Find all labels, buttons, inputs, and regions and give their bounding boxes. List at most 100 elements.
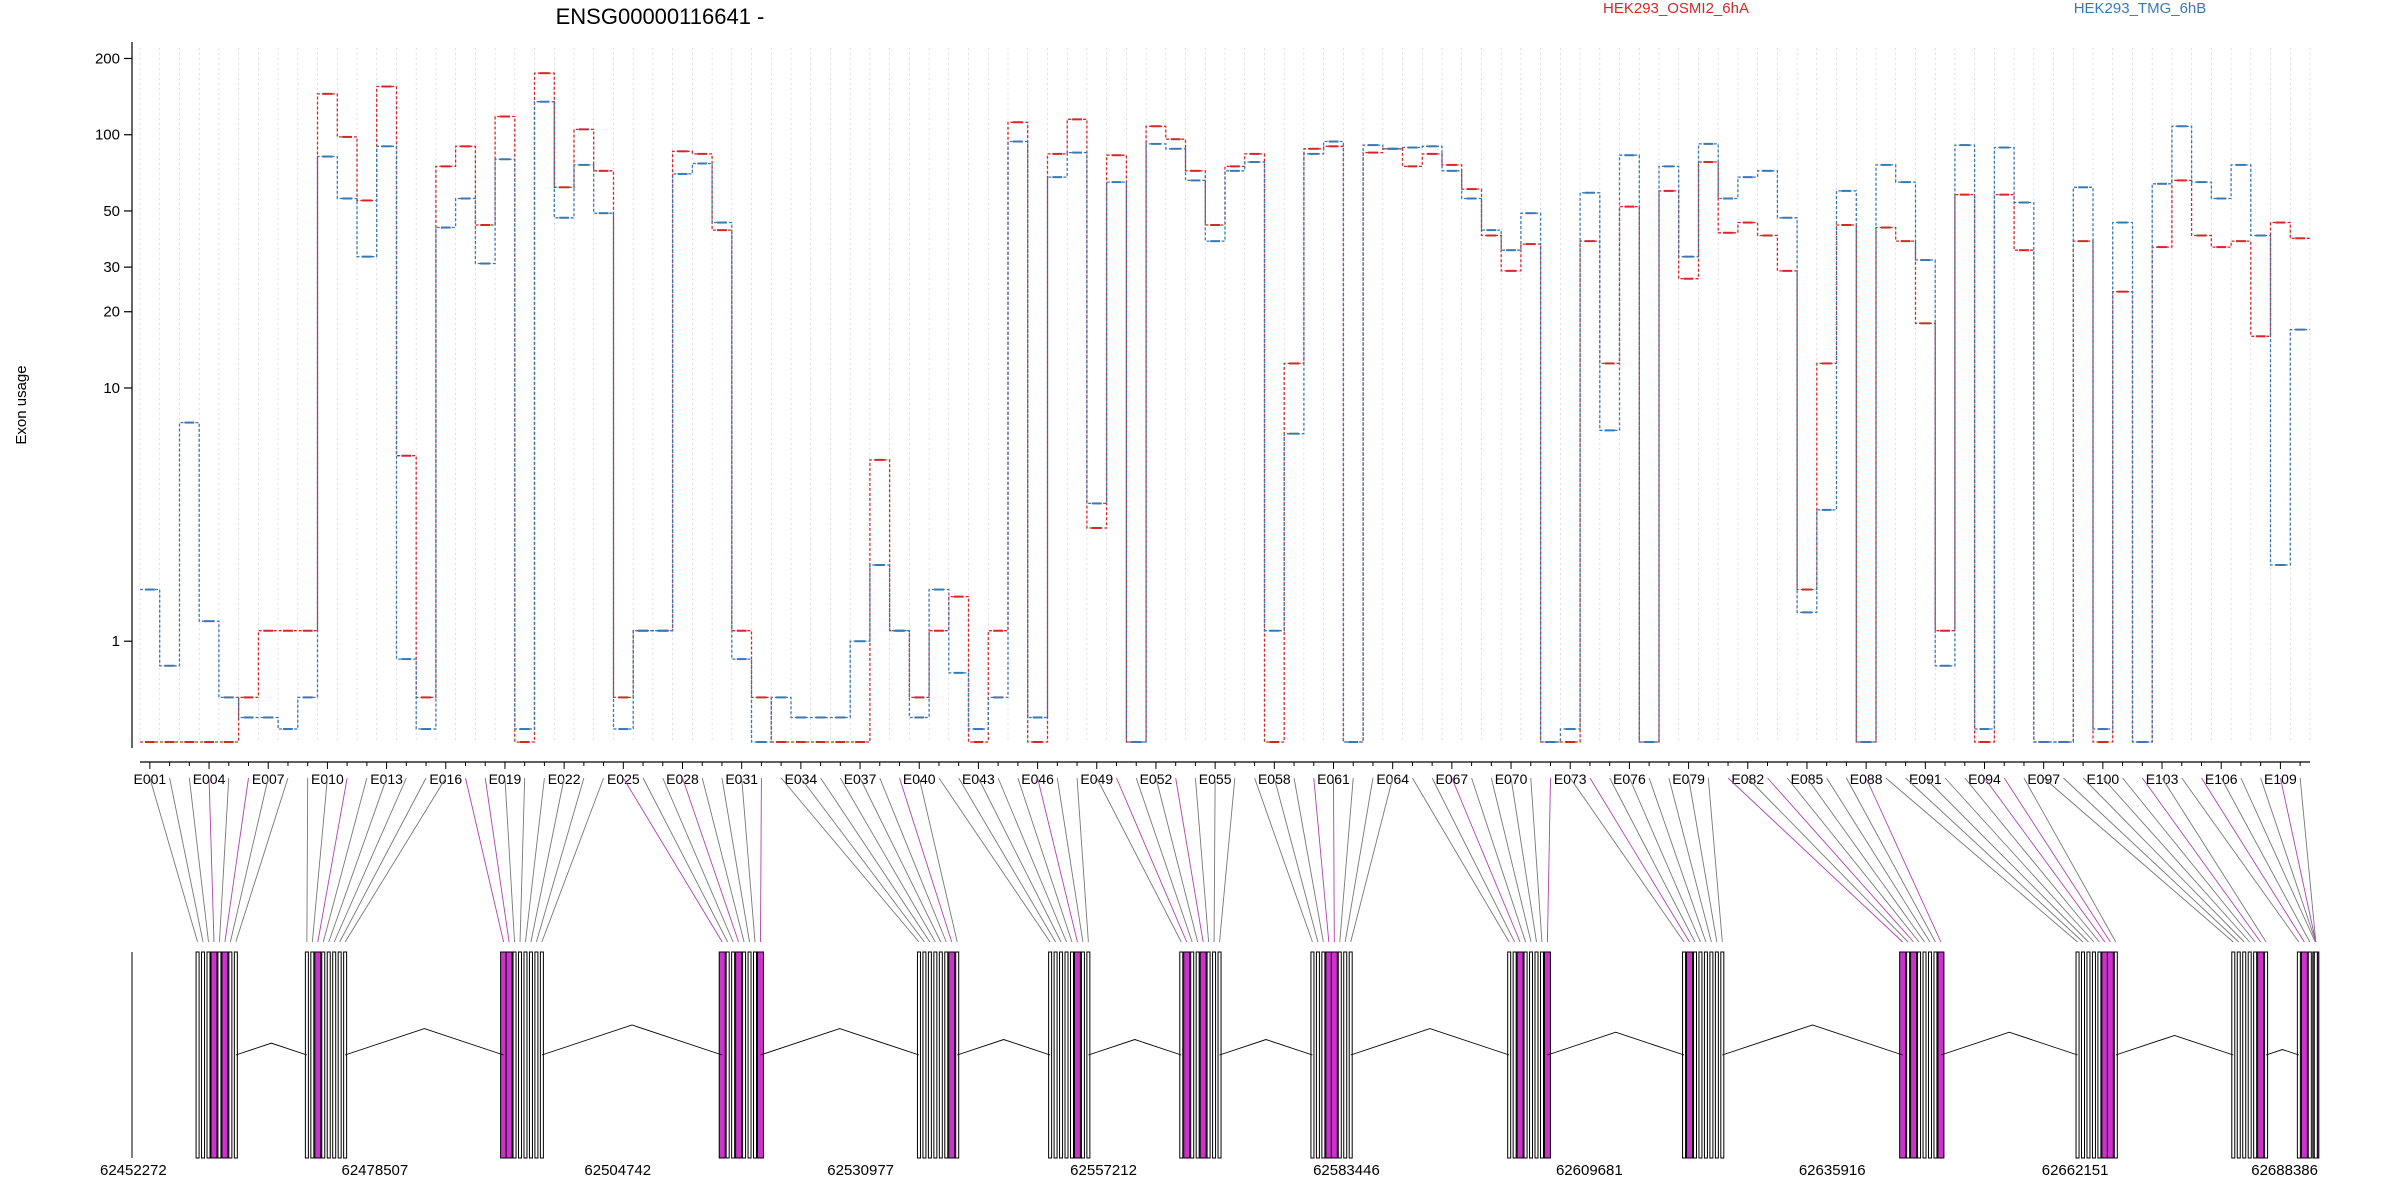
- exon-block: [2300, 951, 2308, 1159]
- exon-connector: [218, 777, 230, 943]
- exon-connector: [1648, 777, 1707, 943]
- exon-block: [2097, 951, 2102, 1159]
- exon-block: [2086, 951, 2091, 1159]
- exon-connector: [1313, 777, 1330, 943]
- exon-connector: [465, 777, 505, 943]
- x-tick-label: E034: [785, 771, 818, 787]
- exon-connector: [2299, 777, 2317, 943]
- exon-block: [1703, 951, 1708, 1159]
- exon-connector: [1116, 777, 1188, 943]
- exon-connector: [328, 777, 388, 943]
- exon-block: [1195, 951, 1200, 1159]
- exon-block: [1321, 951, 1326, 1159]
- exon-block: [948, 951, 956, 1159]
- exon-connector: [1155, 777, 1199, 943]
- exon-block: [332, 951, 337, 1159]
- exon-connector: [1490, 777, 1532, 943]
- exon-connector: [1333, 777, 1335, 943]
- exon-block: [1714, 951, 1719, 1159]
- x-tick-label: E082: [1731, 771, 1764, 787]
- exon-connector: [2279, 777, 2317, 943]
- y-tick-label: 10: [103, 380, 120, 397]
- exon-connector: [1530, 777, 1543, 943]
- x-tick-label: E085: [1791, 771, 1824, 787]
- exon-block: [1523, 951, 1528, 1159]
- exon-connector: [1293, 777, 1324, 943]
- exon-connector: [541, 777, 605, 943]
- exon-block: [1343, 951, 1348, 1159]
- exon-connector: [1017, 777, 1073, 943]
- exon-block: [1692, 951, 1697, 1159]
- exon-block: [228, 951, 233, 1159]
- exon-connector: [2023, 777, 2117, 943]
- exon-connector: [1219, 777, 1236, 943]
- exon-connector: [2122, 777, 2256, 943]
- genomic-coordinate-label: 62504742: [584, 1162, 651, 1179]
- exon-connector: [484, 777, 510, 943]
- intron-line: [1547, 1031, 1685, 1056]
- exon-connector: [2260, 777, 2317, 943]
- exon-connector: [1609, 777, 1696, 943]
- exon-block: [927, 951, 932, 1159]
- exon-connector: [760, 777, 762, 943]
- exon-connector: [1056, 777, 1084, 943]
- exon-block: [321, 951, 326, 1159]
- exon-connector: [800, 777, 925, 943]
- exon-connector: [1826, 777, 1931, 943]
- intron-line: [1219, 1039, 1313, 1056]
- exon-connector: [1213, 777, 1216, 943]
- exon-connector: [1076, 777, 1089, 943]
- exon-block: [505, 951, 513, 1159]
- intron-line: [541, 1024, 723, 1056]
- exon-block: [1917, 951, 1922, 1159]
- exon-connector: [1628, 777, 1701, 943]
- exon-block: [1534, 951, 1539, 1159]
- exon-connector: [525, 777, 545, 943]
- exon-block: [2106, 951, 2114, 1159]
- exon-block: [518, 951, 523, 1159]
- exon-block: [1069, 951, 1074, 1159]
- exon-connector: [1707, 777, 1723, 943]
- exon-connector: [2220, 777, 2311, 943]
- exon-block: [2091, 951, 2096, 1159]
- exon-connector: [317, 777, 348, 943]
- genomic-coordinate-label: 62688386: [2251, 1162, 2318, 1179]
- intron-line: [760, 1028, 920, 1056]
- exon-block: [201, 951, 206, 1159]
- exon-connector: [859, 777, 942, 943]
- exon-block: [1686, 951, 1694, 1159]
- genomic-coordinate-label: 62662151: [2042, 1162, 2109, 1179]
- exon-connector: [1688, 777, 1718, 943]
- exon-block: [938, 951, 943, 1159]
- exon-connector: [662, 777, 734, 943]
- y-axis-label: Exon usage: [13, 365, 30, 444]
- exon-connector: [2102, 777, 2251, 943]
- exon-connector: [504, 777, 515, 943]
- x-tick-label: E100: [2087, 771, 2120, 787]
- gene-model-track: 62452272 62478507 62504742 62530977 62557212…: [100, 951, 2320, 1179]
- exon-block: [1539, 951, 1544, 1159]
- exon-block: [217, 951, 222, 1159]
- exon-block: [534, 951, 539, 1159]
- exon-connector: [1786, 777, 1920, 943]
- exon-block: [2257, 951, 2265, 1159]
- exon-connector: [1846, 777, 1936, 943]
- genomic-coordinate-label: 62530977: [827, 1162, 894, 1179]
- exon-block: [2081, 951, 2086, 1159]
- exon-connector: [2003, 777, 2111, 943]
- x-tick-label: E073: [1554, 771, 1587, 787]
- exon-connector: [2043, 777, 2234, 943]
- exon-connector: [2141, 777, 2261, 943]
- exon-connector: [229, 777, 269, 943]
- intron-line: [2115, 1034, 2234, 1056]
- exon-connector: [306, 777, 309, 943]
- exon-connector: [682, 777, 740, 943]
- exon-connector: [1806, 777, 1925, 943]
- exon-block: [2307, 951, 2312, 1159]
- y-tick-label: 20: [103, 304, 120, 321]
- exon-connector: [2201, 777, 2305, 943]
- exon-connector: [938, 777, 1051, 943]
- exon-block: [922, 951, 927, 1159]
- exon-block: [1073, 951, 1081, 1159]
